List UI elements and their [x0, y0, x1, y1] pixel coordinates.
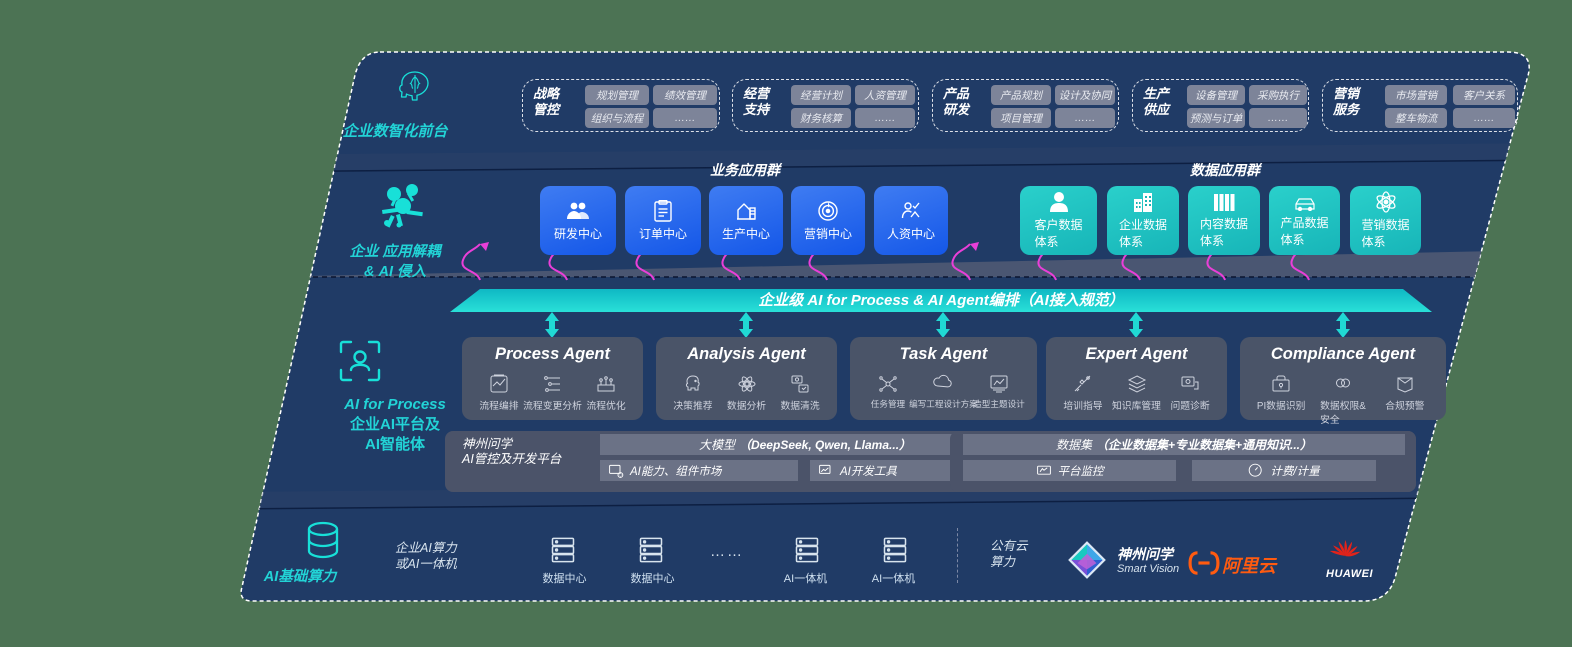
- svg-text:企业级 AI for Process & AI Agent编: 企业级 AI for Process & AI Agent编排（AI接入规范）: [758, 291, 1124, 309]
